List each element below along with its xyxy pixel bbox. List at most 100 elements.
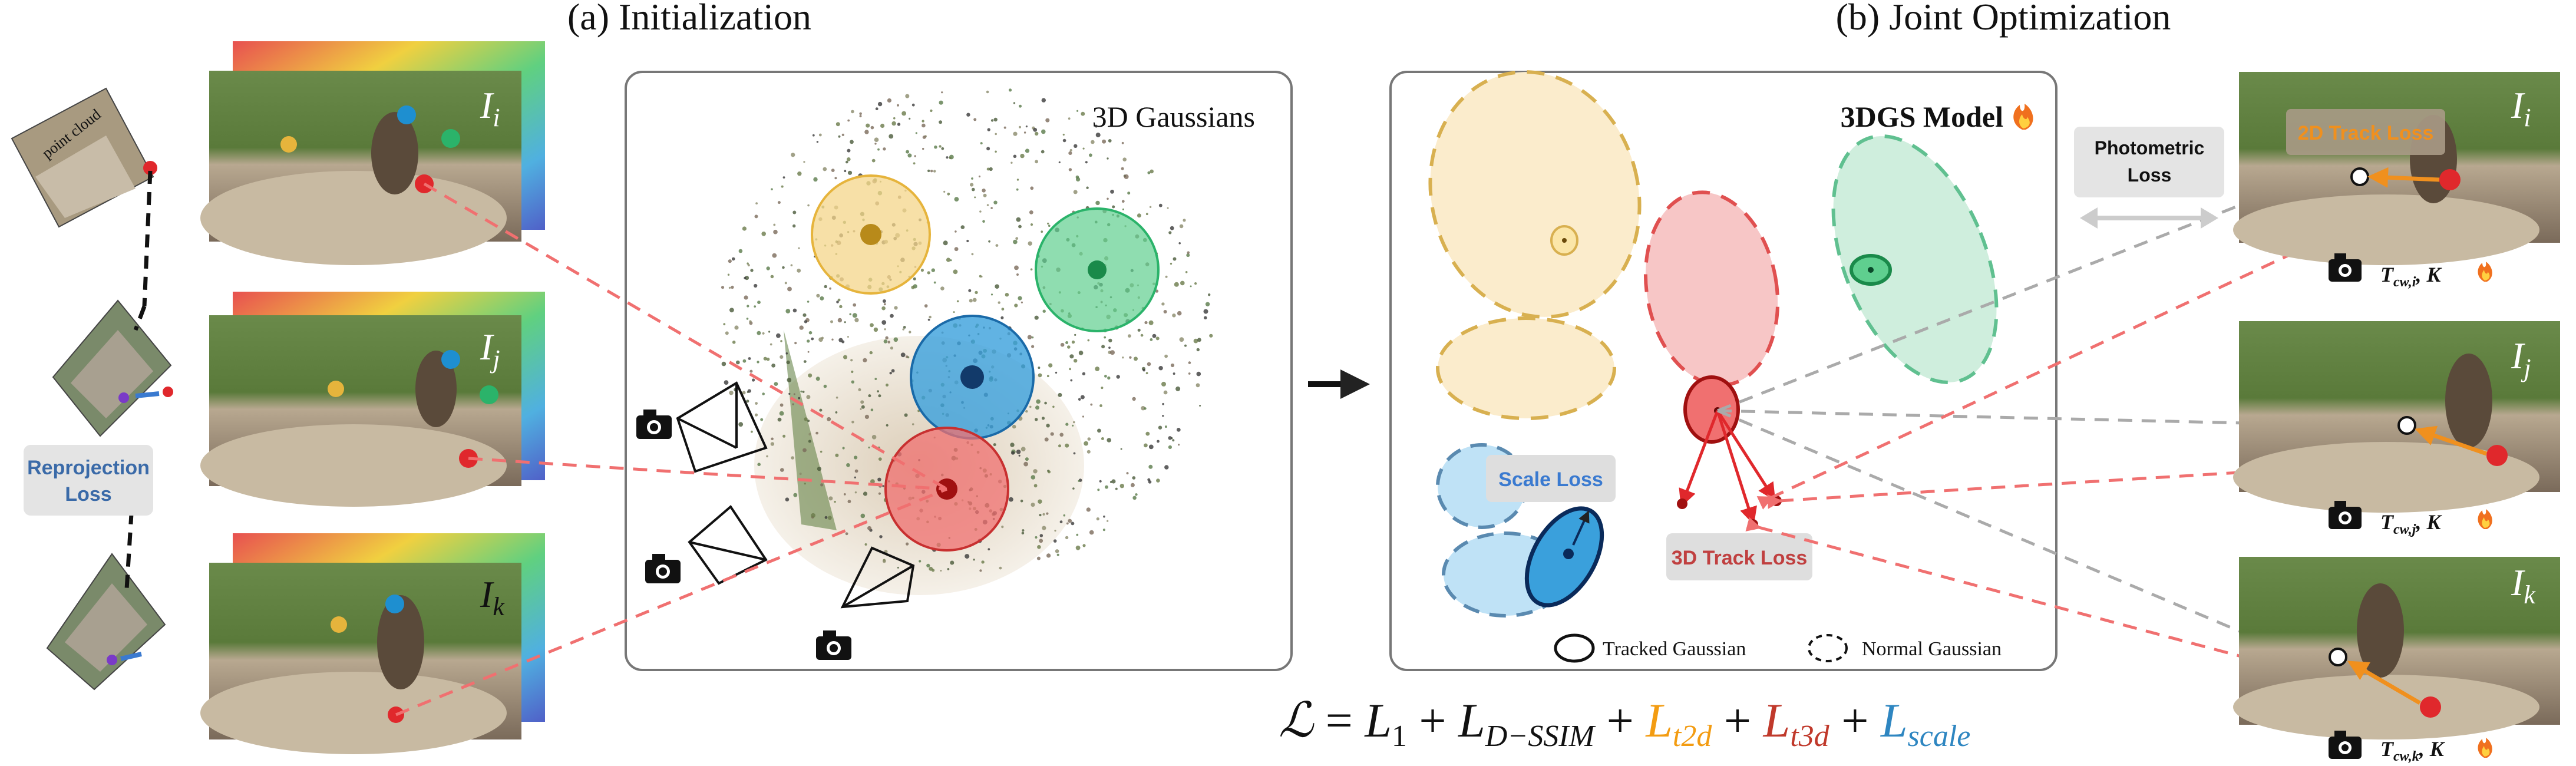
- point-cloud-point: [1035, 405, 1039, 410]
- point-cloud-point: [897, 566, 899, 569]
- point-cloud-point: [1179, 224, 1184, 229]
- point-cloud-point: [1027, 335, 1032, 339]
- point-cloud-point: [1163, 390, 1168, 395]
- point-cloud-point: [1065, 422, 1069, 426]
- point-cloud-point: [750, 269, 754, 272]
- point-cloud-point: [820, 450, 823, 453]
- point-cloud-point: [929, 315, 932, 319]
- point-cloud-point: [841, 133, 844, 136]
- point-cloud-point: [842, 447, 845, 450]
- frame-left-i-symbol: Ii: [480, 84, 500, 132]
- legend-tracked-icon: [1554, 633, 1595, 663]
- point-cloud-point: [990, 119, 994, 122]
- point-cloud-point: [1086, 186, 1089, 189]
- point-cloud-point: [1045, 118, 1050, 123]
- point-cloud-point: [790, 264, 793, 267]
- point-cloud-point: [1038, 367, 1041, 369]
- point-cloud-point: [1097, 488, 1100, 491]
- point-cloud-point: [797, 171, 802, 176]
- point-cloud-point: [845, 532, 848, 536]
- projection-line-i: [423, 182, 948, 491]
- point-cloud-point: [1048, 224, 1051, 227]
- point-cloud-point: [839, 305, 843, 308]
- point-cloud-point: [1044, 401, 1047, 405]
- point-cloud-point: [870, 126, 874, 130]
- camera-icon: [2329, 731, 2362, 759]
- point-cloud-point: [1170, 363, 1175, 368]
- reprojection-loss-badge: [24, 445, 153, 516]
- point-cloud-point: [1148, 444, 1154, 450]
- point-cloud-point: [1109, 481, 1112, 483]
- point-cloud-point: [1023, 461, 1028, 467]
- point-cloud-point: [953, 269, 958, 275]
- point-cloud-point: [747, 389, 751, 393]
- frame-left-k-symbol: Ik: [480, 573, 505, 621]
- point-cloud-point: [766, 357, 770, 361]
- point-cloud-point: [1001, 308, 1005, 311]
- point-cloud-point: [827, 417, 831, 421]
- point-cloud-point: [982, 220, 985, 223]
- point-cloud-point: [874, 378, 877, 380]
- fire-icon: [2478, 262, 2492, 282]
- point-cloud-point: [836, 301, 839, 303]
- point-cloud-point: [721, 361, 726, 367]
- point-cloud-point: [808, 373, 813, 378]
- point-cloud-point: [1134, 356, 1138, 361]
- point-cloud-point: [882, 559, 886, 563]
- point-cloud-point: [792, 210, 797, 214]
- point-cloud-point: [946, 156, 949, 159]
- point-cloud-point: [1014, 303, 1018, 308]
- point-cloud-point: [1065, 443, 1069, 448]
- point-cloud-point: [861, 405, 865, 409]
- point-cloud-point: [781, 185, 784, 188]
- point-cloud-point: [1149, 206, 1152, 208]
- point-cloud-point: [956, 300, 959, 303]
- point-cloud-point: [986, 147, 990, 151]
- point-cloud-point: [1145, 372, 1148, 375]
- point-cloud-point: [724, 380, 729, 385]
- point-cloud-point: [782, 434, 786, 438]
- point-cloud-point: [878, 394, 881, 398]
- point-cloud-point: [823, 167, 827, 171]
- point-cloud-point: [817, 467, 821, 471]
- point-cloud-point: [933, 170, 936, 173]
- point-cloud-point: [1010, 161, 1013, 164]
- point-cloud-point: [1059, 520, 1063, 524]
- point-cloud-point: [993, 443, 996, 447]
- point-cloud-point: [1099, 404, 1102, 407]
- point-cloud-point: [969, 299, 973, 303]
- point-cloud-point: [829, 287, 831, 290]
- frame-right-k-symbol: Ik: [2511, 562, 2536, 609]
- point-cloud-point: [1020, 153, 1025, 159]
- point-cloud-point: [1108, 139, 1112, 143]
- point-cloud-point: [1107, 520, 1109, 522]
- point-cloud-point: [1105, 485, 1108, 489]
- frame-left-i: [200, 41, 545, 265]
- point-cloud-point: [1011, 451, 1015, 455]
- point-cloud-point: [922, 147, 924, 150]
- point-cloud-point: [1116, 375, 1120, 379]
- point-cloud-point: [793, 393, 795, 395]
- point-cloud-point: [785, 497, 790, 501]
- point-cloud-point: [808, 432, 811, 436]
- point-cloud-point: [995, 244, 999, 247]
- point-cloud-point: [773, 229, 778, 235]
- point-cloud-point: [1016, 188, 1019, 191]
- point-cloud-point: [1030, 268, 1033, 271]
- point-cloud-point: [887, 98, 891, 103]
- point-cloud-point: [926, 563, 930, 568]
- point-cloud-point: [986, 167, 990, 171]
- point-cloud-point: [728, 286, 731, 289]
- point-cloud-point: [799, 325, 804, 330]
- point-cloud-point: [1071, 340, 1075, 344]
- point-cloud-point: [1082, 147, 1085, 150]
- point-cloud-point: [847, 170, 853, 175]
- point-cloud-point: [803, 360, 807, 363]
- point-cloud-point: [1132, 397, 1136, 401]
- point-cloud-point: [999, 566, 1002, 570]
- point-cloud-point: [1101, 345, 1105, 349]
- point-cloud-point: [974, 196, 976, 199]
- point-cloud-point: [979, 210, 982, 213]
- point-cloud-point: [1087, 437, 1091, 441]
- point-cloud-point: [979, 569, 982, 572]
